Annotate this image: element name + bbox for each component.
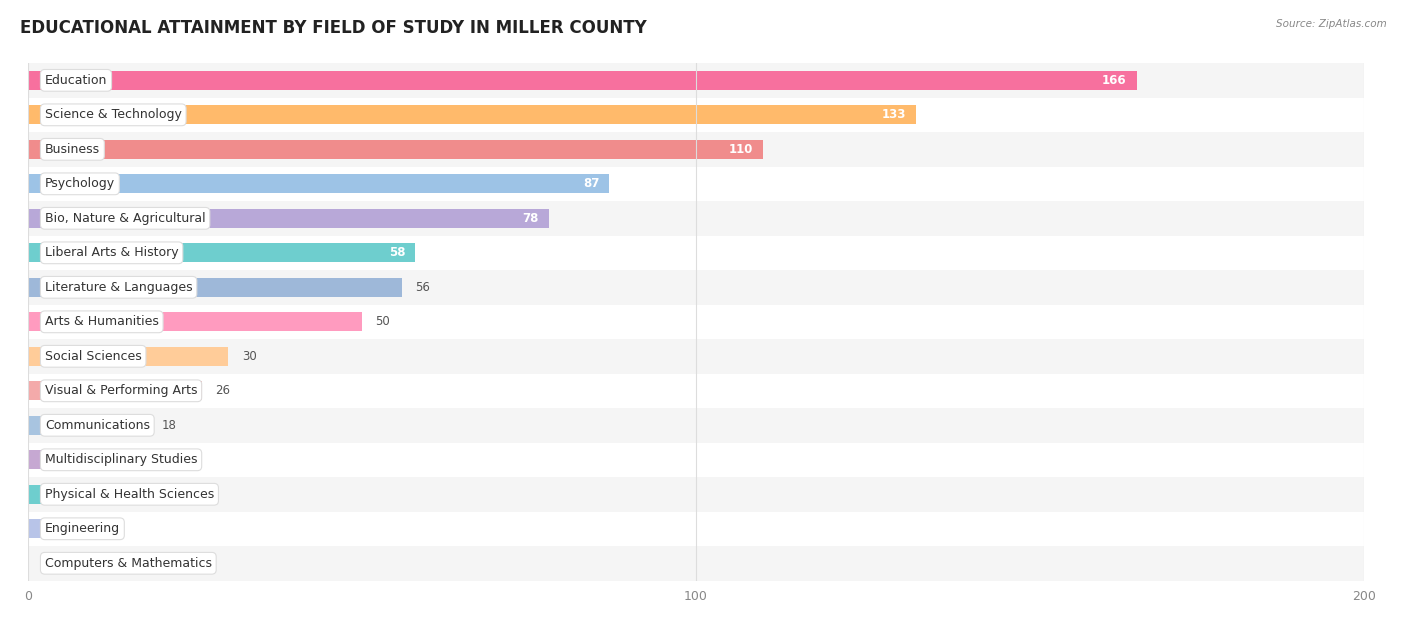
Bar — [28, 270, 1364, 305]
Text: Bio, Nature & Agricultural: Bio, Nature & Agricultural — [45, 212, 205, 225]
Text: Arts & Humanities: Arts & Humanities — [45, 316, 159, 328]
Bar — [28, 347, 229, 366]
Text: Literature & Languages: Literature & Languages — [45, 281, 193, 294]
Text: Computers & Mathematics: Computers & Mathematics — [45, 557, 212, 570]
Text: Science & Technology: Science & Technology — [45, 109, 181, 121]
Bar — [28, 339, 1364, 374]
Text: Social Sciences: Social Sciences — [45, 350, 142, 363]
Bar — [28, 63, 1364, 98]
Bar — [28, 244, 416, 262]
Bar — [28, 408, 1364, 442]
Text: 56: 56 — [416, 281, 430, 294]
Bar — [28, 98, 1364, 132]
Text: 166: 166 — [1102, 74, 1126, 87]
Bar — [28, 209, 548, 228]
Bar — [28, 485, 62, 504]
Bar — [28, 416, 149, 435]
Text: 0: 0 — [42, 557, 49, 570]
Bar — [28, 140, 763, 159]
Text: 5: 5 — [75, 488, 82, 501]
Text: 58: 58 — [389, 246, 405, 259]
Bar — [28, 477, 1364, 512]
Bar — [28, 442, 1364, 477]
Bar — [28, 174, 609, 193]
Text: Liberal Arts & History: Liberal Arts & History — [45, 246, 179, 259]
Text: Multidisciplinary Studies: Multidisciplinary Studies — [45, 453, 197, 466]
Text: 133: 133 — [882, 109, 907, 121]
Text: 26: 26 — [215, 384, 231, 398]
Text: Physical & Health Sciences: Physical & Health Sciences — [45, 488, 214, 501]
Text: 30: 30 — [242, 350, 256, 363]
Text: Communications: Communications — [45, 419, 150, 432]
Bar — [28, 381, 202, 400]
Bar — [28, 167, 1364, 201]
Bar — [28, 451, 96, 469]
Text: Business: Business — [45, 143, 100, 156]
Bar — [28, 312, 363, 331]
Bar — [28, 512, 1364, 546]
Text: Engineering: Engineering — [45, 522, 120, 535]
Text: 50: 50 — [375, 316, 389, 328]
Bar — [28, 278, 402, 297]
Bar — [28, 71, 1136, 90]
Text: Psychology: Psychology — [45, 177, 115, 191]
Text: 78: 78 — [523, 212, 538, 225]
Text: 5: 5 — [75, 522, 82, 535]
Bar — [28, 546, 1364, 581]
Bar — [28, 201, 1364, 235]
Text: 10: 10 — [108, 453, 124, 466]
Text: 87: 87 — [582, 177, 599, 191]
Bar — [28, 374, 1364, 408]
Text: Visual & Performing Arts: Visual & Performing Arts — [45, 384, 197, 398]
Text: Education: Education — [45, 74, 107, 87]
Bar — [28, 105, 917, 124]
Bar — [28, 235, 1364, 270]
Text: EDUCATIONAL ATTAINMENT BY FIELD OF STUDY IN MILLER COUNTY: EDUCATIONAL ATTAINMENT BY FIELD OF STUDY… — [20, 19, 647, 37]
Text: 110: 110 — [728, 143, 752, 156]
Text: Source: ZipAtlas.com: Source: ZipAtlas.com — [1275, 19, 1386, 29]
Text: 18: 18 — [162, 419, 177, 432]
Bar — [28, 305, 1364, 339]
Bar — [28, 132, 1364, 167]
Bar — [28, 519, 62, 538]
